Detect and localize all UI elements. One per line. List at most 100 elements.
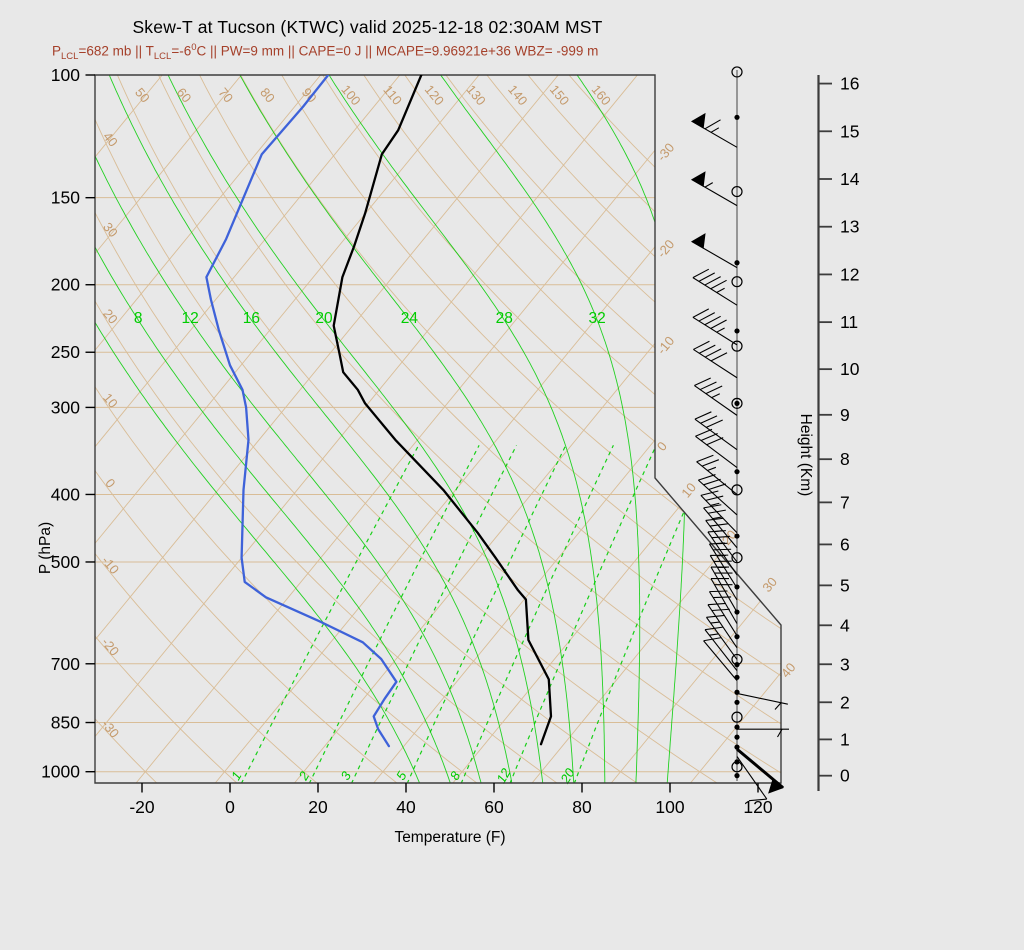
- wind-barb-column: [690, 66, 789, 802]
- wind-barb: [690, 233, 738, 269]
- wind-barb: [736, 756, 768, 802]
- grid-label: 16: [243, 310, 260, 327]
- wind-barb: [696, 454, 738, 495]
- axis-label: 12: [840, 264, 859, 284]
- axis-label: Temperature (F): [394, 829, 505, 846]
- grid-label: -20: [99, 635, 123, 659]
- grid-label: 20: [315, 310, 333, 327]
- background-lattice: [95, 75, 781, 783]
- axis-label: 300: [51, 397, 80, 417]
- grid-label: 20: [557, 765, 578, 787]
- parameter-text: C || PW=9 mm || CAPE=0 J || MCAPE=9.9692…: [196, 43, 599, 59]
- axis-label: 100: [655, 797, 684, 817]
- axis-label: 100: [51, 65, 80, 85]
- grid-label: 80: [257, 85, 278, 106]
- grid-label: 60: [174, 85, 195, 106]
- parameter-text: LCL: [153, 51, 172, 63]
- parameter-text: =-6: [171, 43, 192, 59]
- axis-label: 3: [840, 654, 850, 674]
- grid-label: 0: [654, 439, 670, 454]
- grid-label: 10: [678, 480, 699, 501]
- grid-label: 30: [100, 219, 121, 240]
- axis-label: 13: [840, 217, 859, 237]
- grid-label: -10: [99, 553, 123, 577]
- grid-label: 5: [393, 768, 410, 782]
- axis-label: 9: [840, 405, 850, 425]
- axis-label: 20: [308, 797, 328, 817]
- axis-label: 40: [396, 797, 416, 817]
- grid-label: 20: [100, 306, 121, 327]
- grid-label: -10: [654, 333, 678, 357]
- axis-label: 1000: [41, 762, 80, 782]
- grid-label: 30: [759, 574, 780, 595]
- parameter-text: P: [52, 43, 62, 59]
- grid-label: 32: [589, 310, 606, 327]
- grid-label: 8: [134, 310, 143, 327]
- wind-barb: [736, 747, 784, 794]
- axis-label: 6: [840, 534, 850, 554]
- axis-label: 15: [840, 121, 859, 141]
- grid-label: 1: [228, 769, 245, 783]
- axis-label: 2: [840, 692, 850, 712]
- wind-barb: [692, 268, 738, 306]
- grid-label: 3: [338, 768, 355, 782]
- wind-barb: [694, 377, 738, 416]
- grid-label: -30: [654, 140, 678, 164]
- axis-label: 500: [51, 552, 80, 572]
- wind-barb: [692, 308, 738, 346]
- axis-label: 150: [51, 188, 80, 208]
- wind-barb: [690, 171, 738, 207]
- sounding-curves: [205, 75, 553, 748]
- axis-label: P (hPa): [37, 522, 54, 574]
- wind-barb: [710, 578, 738, 624]
- axis-label: 0: [840, 766, 850, 786]
- grid-label: 160: [589, 82, 614, 108]
- axis-label: 16: [840, 74, 859, 94]
- axis-label: 5: [840, 575, 850, 595]
- axis-label: 4: [840, 615, 850, 635]
- temperature-curve: [332, 75, 553, 746]
- grid-label: 130: [463, 82, 488, 108]
- axis-label: 250: [51, 342, 80, 362]
- axis-label: 7: [840, 492, 850, 512]
- grid-label: 24: [401, 310, 419, 327]
- axis-label: 60: [484, 797, 504, 817]
- axis-label: 400: [51, 484, 80, 504]
- axis-label: 120: [743, 797, 772, 817]
- plot-frame: [94, 74, 782, 784]
- wind-barb: [707, 602, 738, 649]
- axis-label: 11: [840, 312, 858, 332]
- grid-label: 0: [102, 476, 118, 491]
- wind-barb: [690, 112, 738, 148]
- parameter-text: LCL: [61, 51, 79, 63]
- axis-label: 10: [840, 359, 860, 379]
- wind-barb: [704, 626, 738, 671]
- axis-label: 80: [572, 797, 592, 817]
- grid-label: 12: [182, 310, 199, 327]
- wind-barb: [708, 590, 738, 637]
- wind-barb: [705, 614, 738, 660]
- grid-label: 140: [505, 82, 530, 108]
- wind-barb: [693, 340, 738, 379]
- moisture-lines: [95, 75, 714, 783]
- wind-barb: [710, 566, 738, 613]
- wind-barb: [703, 504, 738, 549]
- wind-barb: [694, 411, 738, 451]
- wind-barb: [695, 428, 738, 469]
- grid-label: 28: [496, 310, 513, 327]
- axis-label: 0: [225, 797, 235, 817]
- wind-barb: [737, 728, 789, 738]
- grid-label: -20: [654, 237, 678, 261]
- parameter-text: 0: [191, 42, 197, 53]
- wind-barb: [703, 637, 738, 681]
- chart-title: Skew-T at Tucson (KTWC) valid 2025-12-18…: [132, 17, 603, 37]
- axis-label: 850: [51, 713, 80, 733]
- dewpoint-curve: [205, 75, 398, 748]
- parameter-text: =682 mb || T: [78, 43, 154, 59]
- lattice-labels: 50 60 70 80 90 100 110 120 130 140 150 160403020100…: [99, 82, 799, 787]
- axis-label: 8: [840, 449, 850, 469]
- axis-label: 700: [51, 654, 80, 674]
